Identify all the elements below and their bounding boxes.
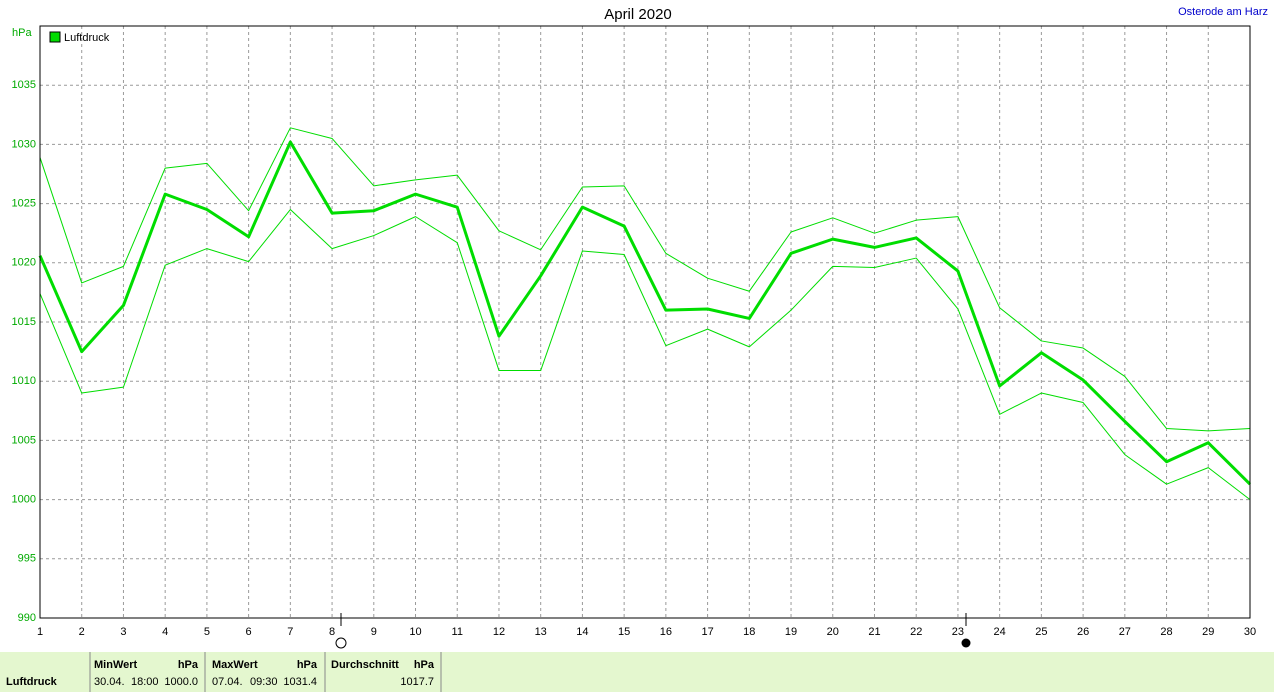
full-moon-icon bbox=[335, 637, 347, 649]
x-tick-label: 18 bbox=[743, 626, 755, 638]
y-tick-label: 1035 bbox=[12, 79, 36, 91]
station-name: Osterode am Harz bbox=[1178, 6, 1268, 18]
x-tick-label: 24 bbox=[994, 626, 1006, 638]
x-tick-label: 6 bbox=[246, 626, 252, 638]
x-tick-label: 1 bbox=[37, 626, 43, 638]
max-value: 1031.4 bbox=[283, 676, 317, 688]
col-header: Durchschnitt bbox=[331, 659, 399, 671]
max-time: 09:30 bbox=[250, 676, 278, 688]
y-tick-label: 1010 bbox=[12, 375, 36, 387]
x-tick-label: 26 bbox=[1077, 626, 1089, 638]
x-tick-label: 9 bbox=[371, 626, 377, 638]
x-tick-label: 4 bbox=[162, 626, 168, 638]
x-tick-label: 12 bbox=[493, 626, 505, 638]
col-header: MinWert bbox=[94, 659, 138, 671]
x-tick-label: 19 bbox=[785, 626, 797, 638]
x-tick-label: 17 bbox=[701, 626, 713, 638]
x-tick-label: 30 bbox=[1244, 626, 1256, 638]
y-axis-label: hPa bbox=[12, 27, 32, 39]
x-tick-label: 20 bbox=[827, 626, 839, 638]
y-tick-label: 1000 bbox=[12, 494, 36, 506]
x-tick-label: 3 bbox=[120, 626, 126, 638]
y-tick-label: 1015 bbox=[12, 316, 36, 328]
col-unit: hPa bbox=[178, 659, 199, 671]
x-tick-label: 28 bbox=[1160, 626, 1172, 638]
x-tick-label: 25 bbox=[1035, 626, 1047, 638]
y-tick-label: 1005 bbox=[12, 434, 36, 446]
x-tick-label: 13 bbox=[535, 626, 547, 638]
x-tick-label: 27 bbox=[1119, 626, 1131, 638]
x-tick-label: 16 bbox=[660, 626, 672, 638]
min-value: 1000.0 bbox=[164, 676, 198, 688]
data-line bbox=[39, 127, 1251, 432]
stats-panel bbox=[0, 652, 1274, 692]
x-tick-label: 5 bbox=[204, 626, 210, 638]
x-tick-label: 22 bbox=[910, 626, 922, 638]
x-tick-label: 29 bbox=[1202, 626, 1214, 638]
row-label: Luftdruck bbox=[6, 676, 58, 688]
avg-value: 1017.7 bbox=[400, 676, 434, 688]
y-tick-label: 1020 bbox=[12, 257, 36, 269]
data-line bbox=[38, 140, 1252, 486]
min-time: 18:00 bbox=[131, 676, 159, 688]
x-tick-label: 11 bbox=[452, 626, 463, 638]
legend-swatch bbox=[49, 31, 61, 43]
y-tick-label: 995 bbox=[18, 553, 36, 565]
x-tick-label: 21 bbox=[868, 626, 880, 638]
min-date: 30.04. bbox=[94, 676, 125, 688]
col-unit: hPa bbox=[414, 659, 435, 671]
x-tick-label: 7 bbox=[287, 626, 293, 638]
chart-title: April 2020 bbox=[604, 6, 672, 23]
x-tick-label: 8 bbox=[329, 626, 335, 638]
col-unit: hPa bbox=[297, 659, 318, 671]
y-tick-label: 990 bbox=[18, 612, 36, 624]
x-tick-label: 15 bbox=[618, 626, 630, 638]
new-moon-icon bbox=[961, 638, 971, 648]
plot-frame bbox=[39, 25, 1251, 619]
legend-label: Luftdruck bbox=[64, 32, 110, 44]
max-date: 07.04. bbox=[212, 676, 243, 688]
data-line bbox=[39, 209, 1251, 500]
x-tick-label: 2 bbox=[79, 626, 85, 638]
x-tick-label: 14 bbox=[576, 626, 588, 638]
col-header: MaxWert bbox=[212, 659, 258, 671]
y-tick-label: 1030 bbox=[12, 138, 36, 150]
x-tick-label: 10 bbox=[409, 626, 421, 638]
x-tick-label: 23 bbox=[952, 626, 964, 638]
y-tick-label: 1025 bbox=[12, 198, 36, 210]
